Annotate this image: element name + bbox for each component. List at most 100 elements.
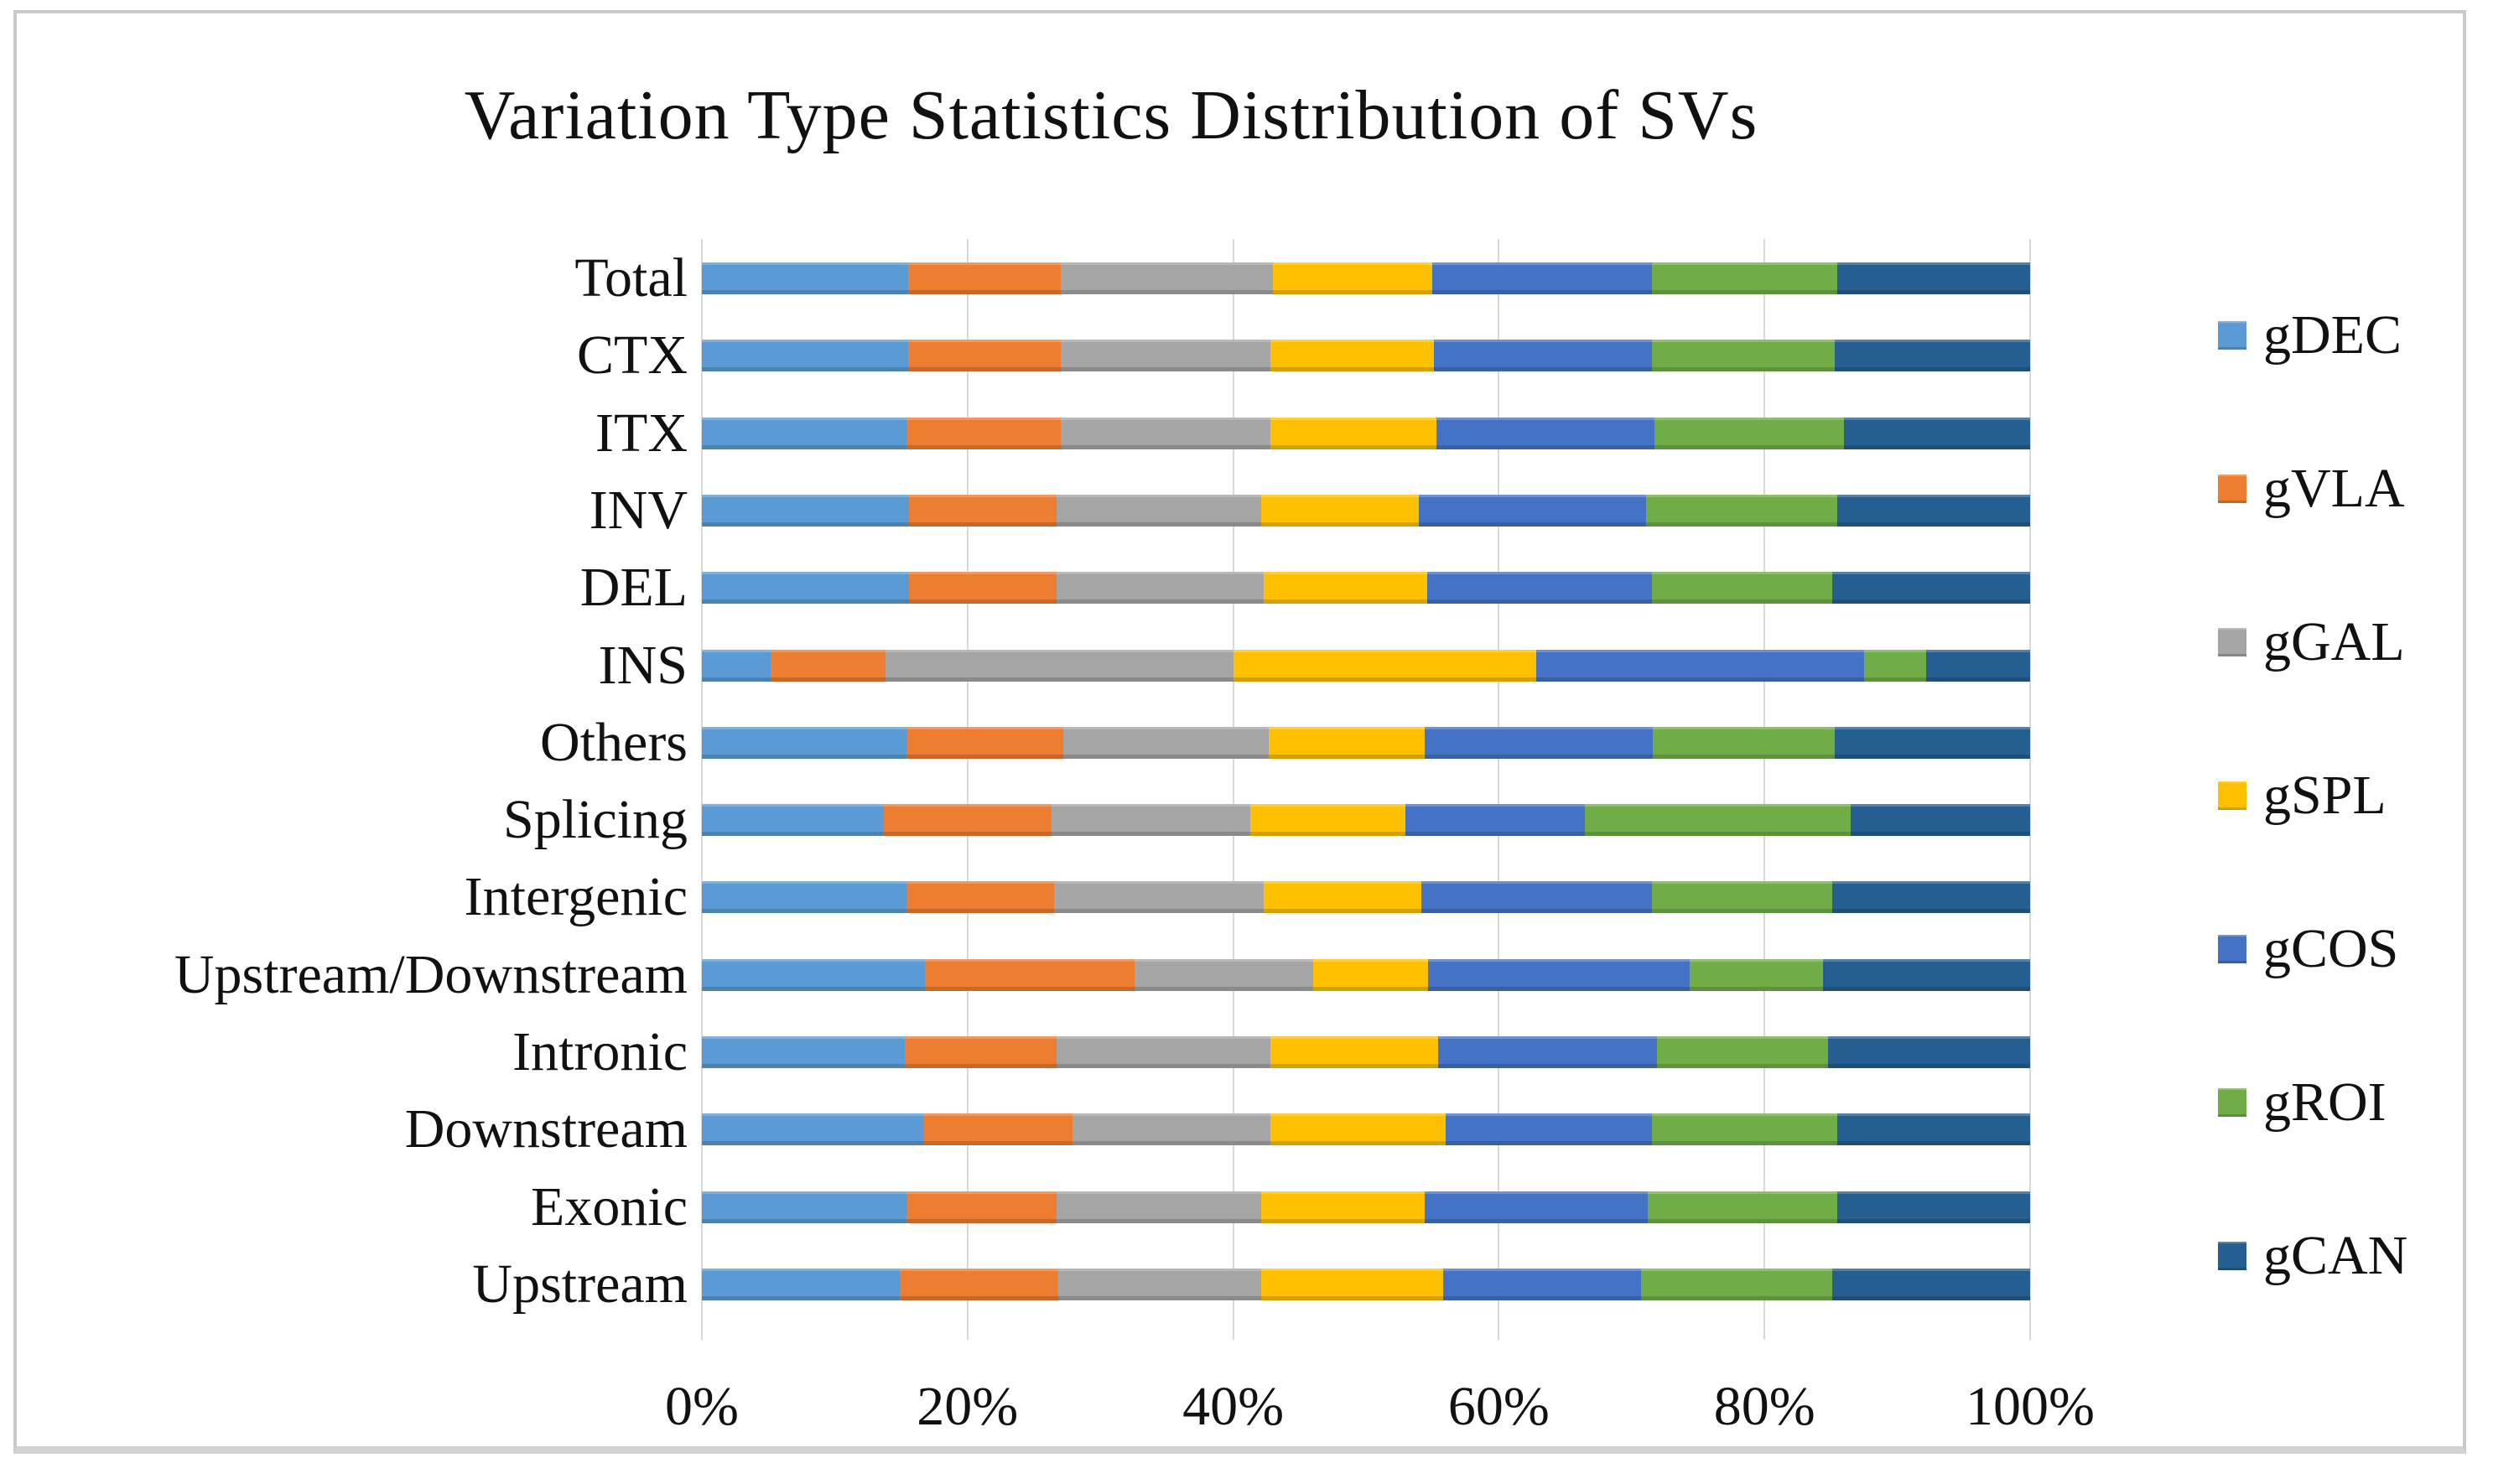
legend-swatch-gSPL — [2218, 781, 2246, 810]
legend-label: gCAN — [2263, 1225, 2408, 1286]
legend-label: gDEC — [2263, 304, 2402, 366]
bar-segment-gVLA — [906, 881, 1054, 914]
category-label: DEL — [579, 557, 688, 619]
bar-segment-gCOS — [1432, 262, 1652, 294]
bar-segment-gSPL — [1260, 1268, 1443, 1300]
category-label: Intronic — [512, 1021, 688, 1082]
bar-segment-gSPL — [1270, 417, 1436, 449]
x-axis-tick-label: 20% — [917, 1376, 1019, 1437]
bar-segment-gGAL — [1135, 958, 1313, 991]
bar-segment-gROI — [1640, 1268, 1832, 1300]
x-axis-tick-label: 100% — [1966, 1376, 2095, 1437]
bar-segment-gCAN — [1851, 804, 2030, 837]
bar-segment-gCAN — [1831, 881, 2030, 914]
bar-segment-gDEC — [702, 572, 910, 604]
category-label: Total — [574, 247, 688, 309]
legend-item-gDEC: gDEC — [2218, 302, 2402, 369]
bar-segment-gCAN — [1837, 1113, 2030, 1146]
stacked-bar — [702, 649, 2030, 682]
bar-segment-gSPL — [1273, 262, 1433, 294]
legend-item-gROI: gROI — [2218, 1069, 2387, 1136]
bar-segment-gROI — [1651, 340, 1836, 372]
bar-segment-gSPL — [1233, 649, 1536, 682]
bar-segment-gROI — [1651, 572, 1832, 604]
bar-segment-gVLA — [771, 649, 886, 682]
bar-segment-gCAN — [1835, 340, 2030, 372]
bar-segment-gSPL — [1260, 494, 1420, 527]
bar-segment-gGAL — [1056, 572, 1264, 604]
bar-segment-gVLA — [884, 804, 1052, 837]
bar-segment-gROI — [1656, 1036, 1829, 1068]
bar-segment-gVLA — [909, 494, 1057, 527]
bar-segment-gDEC — [702, 881, 906, 914]
bar-segment-gDEC — [702, 649, 771, 682]
category-label: Others — [540, 711, 688, 773]
bar-segment-gCAN — [1822, 958, 2030, 991]
bar-segment-gDEC — [702, 417, 906, 449]
stacked-bar — [702, 1191, 2030, 1223]
bar-segment-gDEC — [702, 726, 906, 759]
stacked-bar — [702, 572, 2030, 604]
bar-segment-gDEC — [702, 1268, 901, 1300]
chart-legend: gDEC gVLA gGAL gSPL gCOS gROI gCAN — [2218, 0, 2486, 1484]
bar-segment-gVLA — [907, 340, 1061, 372]
bar-segment-gCOS — [1535, 649, 1864, 682]
gridline-0 — [701, 239, 703, 1340]
bar-segment-gCOS — [1424, 726, 1654, 759]
bar-segment-gSPL — [1269, 726, 1425, 759]
gridline-60 — [1498, 239, 1500, 1340]
x-axis-tick-label: 0% — [665, 1376, 739, 1437]
bar-segment-gCAN — [1837, 1191, 2030, 1223]
bar-segment-gGAL — [1056, 1036, 1270, 1068]
stacked-bar — [702, 417, 2030, 449]
stacked-bar — [702, 804, 2030, 837]
legend-swatch-gDEC — [2218, 321, 2246, 350]
stacked-bar — [702, 1113, 2030, 1146]
bar-segment-gCOS — [1405, 804, 1586, 837]
bar-segment-gSPL — [1270, 1113, 1446, 1146]
legend-swatch-gCOS — [2218, 935, 2246, 963]
bar-segment-gGAL — [1062, 726, 1270, 759]
bar-segment-gCAN — [1926, 649, 2030, 682]
bar-segment-gSPL — [1264, 881, 1422, 914]
x-axis-tick-label: 40% — [1182, 1376, 1285, 1437]
bar-segment-gDEC — [702, 262, 908, 294]
gridline-100 — [2029, 239, 2031, 1340]
bar-segment-gROI — [1863, 649, 1927, 682]
bar-segment-gDEC — [702, 494, 910, 527]
gridline-20 — [966, 239, 969, 1340]
bar-segment-gCAN — [1835, 726, 2030, 759]
stacked-bar — [702, 881, 2030, 914]
bar-segment-gCOS — [1433, 340, 1652, 372]
legend-item-gCOS: gCOS — [2218, 916, 2398, 983]
bar-segment-gROI — [1651, 881, 1832, 914]
stacked-bar — [702, 494, 2030, 527]
bar-segment-gROI — [1585, 804, 1852, 837]
chart-title: Variation Type Statistics Distribution o… — [464, 76, 1758, 154]
bar-segment-gROI — [1646, 494, 1838, 527]
bar-segment-gCOS — [1419, 494, 1647, 527]
bar-segment-gGAL — [1057, 1268, 1261, 1300]
bar-segment-gGAL — [885, 649, 1234, 682]
bar-segment-gROI — [1690, 958, 1823, 991]
legend-label: gCOS — [2263, 918, 2399, 979]
bar-segment-gCOS — [1436, 417, 1654, 449]
bar-segment-gCAN — [1828, 1036, 2030, 1068]
bar-segment-gCAN — [1837, 262, 2030, 294]
bar-segment-gCOS — [1426, 572, 1652, 604]
bar-segment-gGAL — [1060, 262, 1274, 294]
gridline-40 — [1232, 239, 1234, 1340]
stacked-bar — [702, 958, 2030, 991]
bar-segment-gGAL — [1051, 804, 1251, 837]
bar-segment-gCAN — [1831, 1268, 2030, 1300]
bar-segment-gSPL — [1312, 958, 1429, 991]
bar-segment-gVLA — [906, 726, 1063, 759]
legend-swatch-gCAN — [2218, 1242, 2246, 1270]
gridline-80 — [1763, 239, 1766, 1340]
bar-segment-gCOS — [1421, 881, 1652, 914]
bar-segment-gDEC — [702, 804, 884, 837]
legend-label: gVLA — [2263, 458, 2405, 519]
bar-segment-gCAN — [1844, 417, 2030, 449]
stacked-bar — [702, 262, 2030, 294]
